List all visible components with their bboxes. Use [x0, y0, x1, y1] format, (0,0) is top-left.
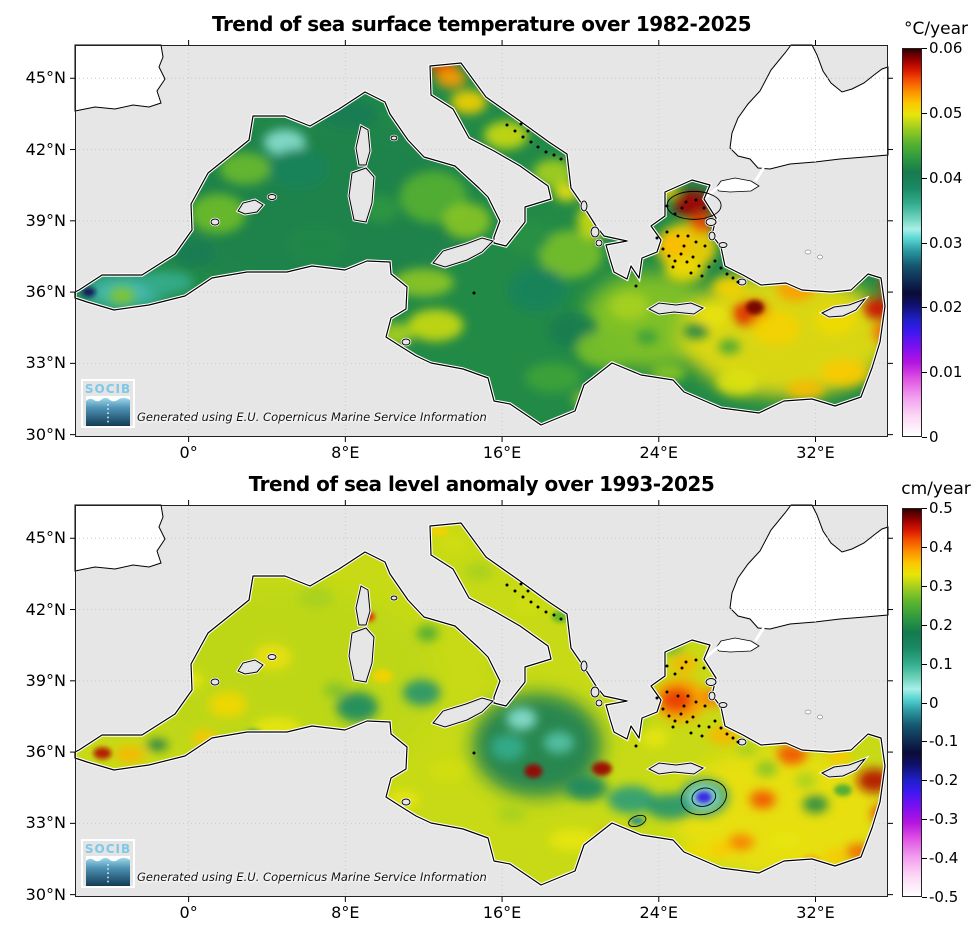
- x-axis: 0° 8°E 16°E 24°E 32°E: [75, 903, 888, 927]
- socib-logo-text: SOCIB: [84, 842, 132, 856]
- colorbar-tick: [922, 858, 927, 860]
- x-tick-label: 8°E: [331, 903, 360, 922]
- colorbar-gradient: [903, 49, 921, 436]
- colorbar-tick-label: -0.2: [929, 771, 959, 790]
- x-tick-label: 32°E: [796, 443, 835, 462]
- y-axis: 45°N 42°N 39°N 36°N 33°N 30°N: [0, 45, 66, 443]
- colorbar-tick: [922, 624, 927, 626]
- y-tick-label: 45°N: [25, 528, 66, 548]
- socib-logo-text: SOCIB: [84, 382, 132, 396]
- map-canvas: [70, 40, 893, 442]
- socib-logo: SOCIB: [81, 839, 135, 888]
- sla-trend-panel: Trend of sea level anomaly over 1993-202…: [0, 460, 980, 932]
- colorbar-tick: [922, 508, 927, 509]
- y-tick-label: 36°N: [25, 742, 66, 762]
- colorbar-tick-label: 0: [929, 428, 939, 446]
- colorbar-tick-label: -0.4: [929, 849, 959, 868]
- y-tick-label: 45°N: [25, 68, 66, 88]
- x-tick-label: 8°E: [331, 443, 360, 462]
- y-tick-label: 36°N: [25, 282, 66, 302]
- colorbar-tick-label: 0.4: [929, 537, 953, 556]
- colorbar-tick-label: -0.5: [929, 888, 959, 906]
- colorbar-tick-label: -0.3: [929, 810, 959, 829]
- colorbar-tick-label: 0.02: [929, 298, 963, 317]
- colorbar-tick-label: 0.05: [929, 103, 963, 122]
- colorbar-tick: [922, 741, 927, 743]
- socib-logo-water-icon: [86, 396, 130, 426]
- colorbar-tick: [922, 546, 927, 548]
- y-tick-label: 33°N: [25, 353, 66, 373]
- colorbar-tick: [922, 663, 927, 665]
- colorbar-units-label: cm/year: [901, 479, 971, 499]
- colorbar-tick-label: -0.1: [929, 732, 959, 751]
- x-tick-label: 24°E: [639, 903, 679, 922]
- y-tick-label: 39°N: [25, 210, 66, 230]
- colorbar-tick: [922, 780, 927, 782]
- y-tick-label: 42°N: [25, 139, 66, 159]
- sst-trend-map: SOCIB Generated using E.U. Copernicus Ma…: [70, 40, 893, 442]
- x-tick-label: 0°: [179, 903, 198, 922]
- colorbar-tick-label: 0.5: [929, 499, 953, 517]
- colorbar: [902, 508, 922, 897]
- socib-logo: SOCIB: [81, 379, 135, 428]
- map-canvas: [70, 500, 893, 902]
- page-title: Trend of sea level anomaly over 1993-202…: [248, 472, 715, 496]
- attribution-text: Generated using E.U. Copernicus Marine S…: [137, 410, 487, 424]
- colorbar-tick-label: 0.04: [929, 168, 963, 187]
- socib-logo-water-icon: [86, 856, 130, 886]
- colorbar-tick-label: 0.2: [929, 615, 953, 634]
- sla-trend-map: SOCIB Generated using E.U. Copernicus Ma…: [70, 500, 893, 902]
- page-title: Trend of sea surface temperature over 19…: [212, 12, 752, 36]
- colorbar-tick: [922, 702, 927, 704]
- colorbar-tick-label: 0.06: [929, 39, 963, 57]
- x-tick-label: 32°E: [796, 903, 835, 922]
- colorbar-tick-label: 0.03: [929, 233, 963, 252]
- colorbar-units-label: °C/year: [903, 19, 969, 39]
- y-tick-label: 42°N: [25, 599, 66, 619]
- colorbar-tick: [922, 177, 927, 179]
- colorbar-tick: [922, 819, 927, 821]
- colorbar-tick: [922, 372, 927, 374]
- colorbar-tick: [922, 242, 927, 244]
- x-tick-label: 16°E: [482, 903, 522, 922]
- colorbar-gradient: [903, 509, 921, 896]
- colorbar-tick: [922, 437, 927, 438]
- x-tick-label: 0°: [179, 443, 198, 462]
- colorbar-tick-label: 0.3: [929, 576, 953, 595]
- y-axis: 45°N 42°N 39°N 36°N 33°N 30°N: [0, 505, 66, 903]
- colorbar-tick-label: 0.01: [929, 363, 963, 382]
- sst-trend-panel: Trend of sea surface temperature over 19…: [0, 12, 969, 467]
- colorbar: [902, 48, 922, 437]
- x-axis: 0° 8°E 16°E 24°E 32°E: [75, 443, 888, 467]
- x-tick-label: 16°E: [482, 443, 522, 462]
- colorbar-tick: [922, 307, 927, 309]
- colorbar-tick: [922, 112, 927, 114]
- y-tick-label: 30°N: [25, 424, 66, 444]
- colorbar-tick-label: 0: [929, 693, 939, 712]
- colorbar-tick: [922, 48, 927, 49]
- colorbar-tick: [922, 897, 927, 898]
- y-tick-label: 30°N: [25, 884, 66, 904]
- y-tick-label: 39°N: [25, 670, 66, 690]
- x-tick-label: 24°E: [639, 443, 679, 462]
- colorbar-tick-label: 0.1: [929, 654, 953, 673]
- y-tick-label: 33°N: [25, 813, 66, 833]
- colorbar-tick: [922, 585, 927, 587]
- attribution-text: Generated using E.U. Copernicus Marine S…: [137, 870, 487, 884]
